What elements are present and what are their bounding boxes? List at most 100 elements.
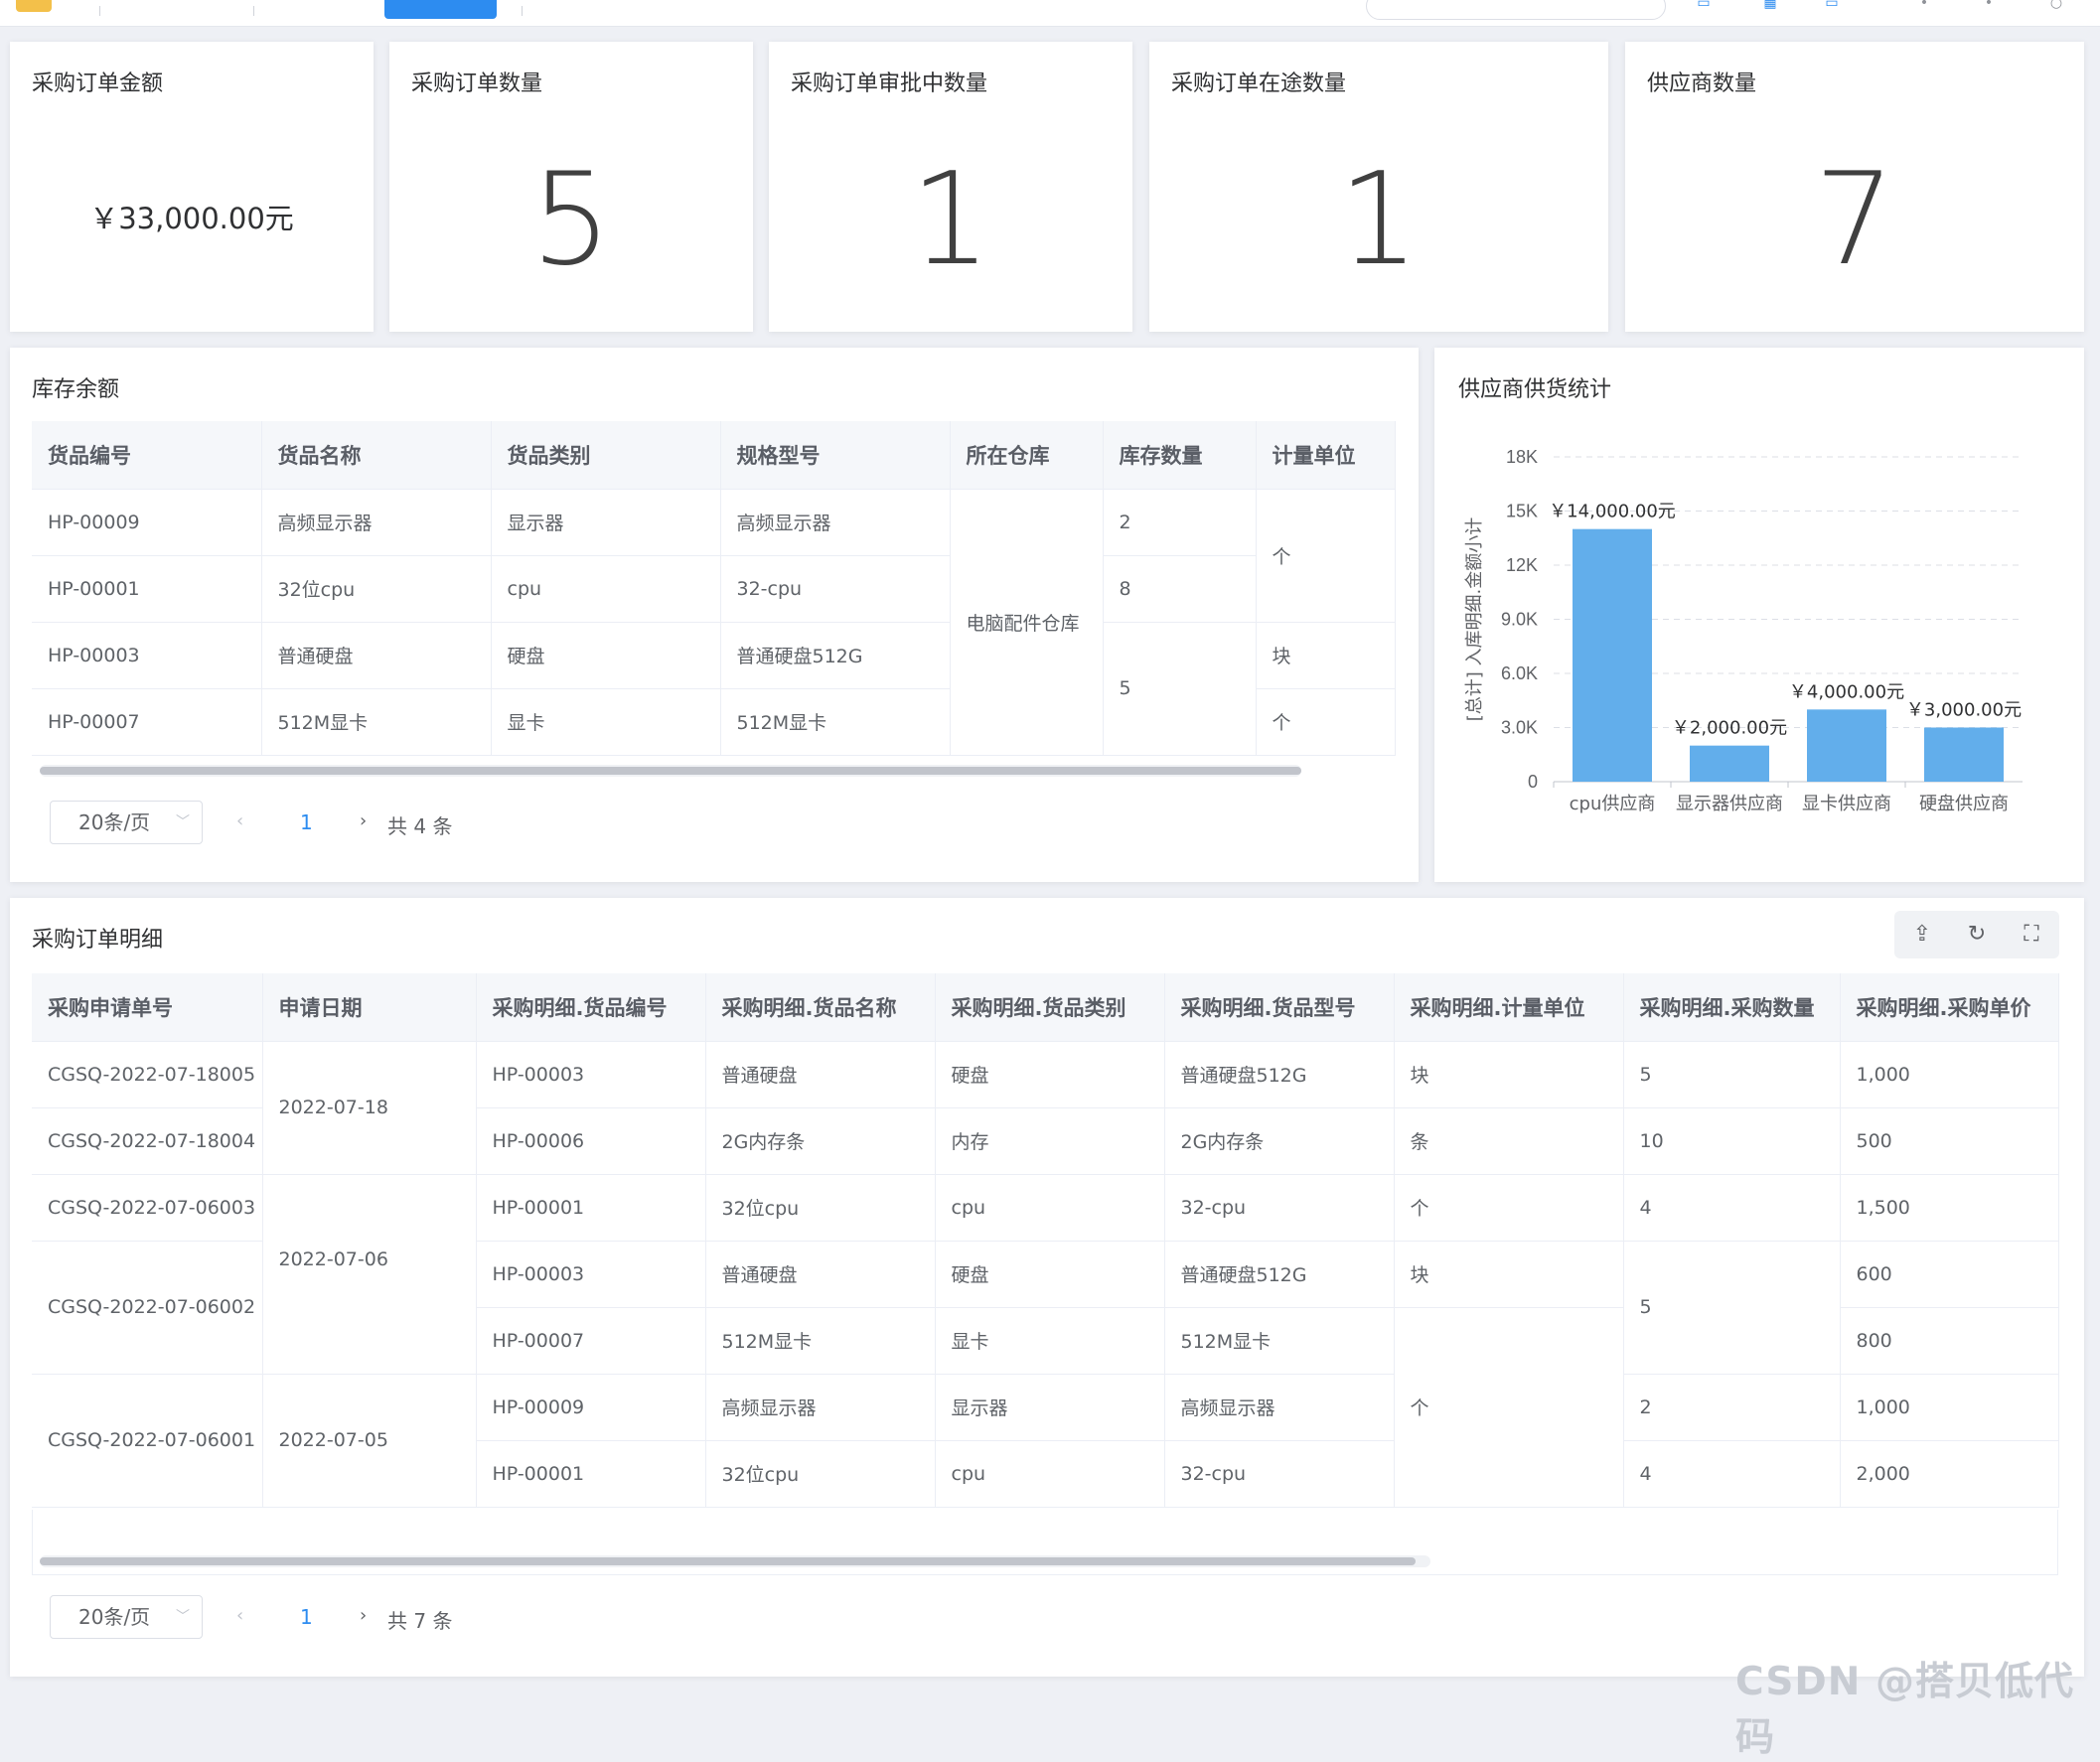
table-row[interactable]: CGSQ-2022-07-06003 2022-07-06 HP-00001 3… (32, 1174, 2059, 1375)
page-size-select[interactable]: 20条/页 ﹀ (50, 1595, 203, 1639)
column-header[interactable]: 计量单位 (1256, 421, 1396, 490)
column-header[interactable]: 采购申请单号 (32, 973, 263, 1042)
bell-icon[interactable]: • (1919, 0, 1929, 11)
table-row[interactable]: CGSQ-2022-07-18005 2022-07-18 HP-00003 普… (32, 1041, 2059, 1175)
chevron-down-icon: ﹀ (176, 1609, 190, 1625)
page-size-select[interactable]: 20条/页 ﹀ (50, 801, 203, 844)
chevron-left-icon[interactable]: ‹ (236, 810, 244, 831)
table-cell: 1,000 (1840, 1374, 2059, 1441)
table-cell: 32位cpu (705, 1440, 936, 1508)
chevron-right-icon[interactable]: › (360, 1605, 368, 1626)
table-cell: 硬盘 (935, 1041, 1165, 1108)
column-header[interactable]: 货品名称 (261, 421, 492, 490)
column-header[interactable]: 申请日期 (262, 973, 477, 1042)
stat-card-in-transit: 采购订单在途数量 1 (1149, 42, 1608, 332)
column-header[interactable]: 货品编号 (32, 421, 262, 490)
active-tab[interactable] (384, 0, 497, 19)
column-header[interactable]: 库存数量 (1103, 421, 1257, 490)
table-cell: 普通硬盘 (705, 1041, 936, 1108)
table-cell: 2,000 (1840, 1440, 2059, 1508)
table-cell: CGSQ-2022-07-18005 (32, 1041, 263, 1108)
table-cell: 内存 (935, 1107, 1165, 1175)
stat-value: 1 (1338, 146, 1420, 294)
table-cell: 600 (1840, 1241, 2059, 1308)
table-row[interactable]: HP-00001 32位cpu cpu 32-cpu 4 2,000 (32, 1440, 2059, 1508)
x-tick-label: 硬盘供应商 (1919, 794, 2009, 814)
chevron-left-icon[interactable]: ‹ (236, 1605, 244, 1626)
data-label: ￥3,000.00元 (1906, 700, 2022, 721)
table-cell: 个 (1394, 1307, 1624, 1508)
table-cell: HP-00009 (476, 1374, 706, 1441)
table-cell: CGSQ-2022-07-06001 (32, 1374, 263, 1508)
column-header[interactable]: 货品类别 (491, 421, 721, 490)
stat-value: 7 (1814, 146, 1895, 294)
app-icon[interactable]: ▭ (1697, 0, 1711, 11)
y-axis-label: [总计] 入库明细.金额小计 (1464, 517, 1485, 722)
table-cell: 2G内存条 (705, 1107, 936, 1175)
scrollbar-thumb[interactable] (40, 1557, 1416, 1565)
table-row[interactable]: HP-00001 32位cpu cpu 32-cpu 8 (32, 555, 1395, 623)
column-header[interactable]: 采购明细.计量单位 (1394, 973, 1624, 1042)
table-cell: 普通硬盘512G (1164, 1041, 1395, 1108)
tab-divider (99, 6, 100, 16)
column-header[interactable]: 所在仓库 (950, 421, 1104, 490)
horizontal-scrollbar[interactable] (40, 765, 1301, 777)
column-header[interactable]: 采购明细.货品名称 (705, 973, 936, 1042)
upload-icon[interactable]: ⇪ (1912, 922, 1932, 947)
scrollbar-thumb[interactable] (40, 767, 1301, 775)
table-cell: CGSQ-2022-07-18004 (32, 1107, 263, 1175)
stat-card-approving: 采购订单审批中数量 1 (769, 42, 1132, 332)
table-row[interactable]: CGSQ-2022-07-06002 HP-00003 普通硬盘 硬盘 普通硬盘… (32, 1241, 2059, 1375)
column-header[interactable]: 采购明细.采购数量 (1623, 973, 1841, 1042)
refresh-icon[interactable]: ↻ (1967, 922, 1987, 947)
table-row[interactable]: HP-00009 高频显示器 显示器 高频显示器 电脑配件仓库 2 个 (32, 489, 1396, 756)
horizontal-scrollbar[interactable] (40, 1555, 1430, 1567)
stat-value: ￥33,000.00元 (89, 202, 294, 235)
column-header[interactable]: 采购明细.货品类别 (935, 973, 1165, 1042)
table-cell: 32-cpu (1164, 1174, 1395, 1242)
page-number[interactable]: 1 (300, 1605, 313, 1629)
table-cell: 2022-07-05 (262, 1374, 477, 1508)
table-row[interactable]: CGSQ-2022-07-18004 HP-00006 2G内存条 内存 2G内… (32, 1107, 2059, 1175)
column-header[interactable]: 采购明细.货品编号 (476, 973, 706, 1042)
table-cell: 高频显示器 (261, 489, 492, 556)
column-header[interactable]: 采购明细.货品型号 (1164, 973, 1395, 1042)
table-cell: 4 (1623, 1440, 1841, 1508)
column-header[interactable]: 规格型号 (720, 421, 951, 490)
panel-title: 采购订单明细 (32, 928, 164, 953)
supplier-bar-chart: 0 3.0K 6.0K 9.0K 12K 15K 18K [总计] 入库明细.金额小计 ￥14,… (1464, 447, 2023, 814)
message-icon[interactable]: ▭ (1825, 0, 1839, 11)
y-tick-label: 6.0K (1501, 663, 1538, 683)
grid-icon[interactable]: ▦ (1763, 0, 1777, 11)
table-cell: 块 (1394, 1241, 1624, 1308)
search-input[interactable] (1366, 0, 1666, 20)
orders-table: 采购申请单号 申请日期 采购明细.货品编号 采购明细.货品名称 采购明细.货品类… (32, 973, 2059, 1508)
user-icon[interactable]: ○ (2049, 0, 2063, 11)
x-tick-label: 显示器供应商 (1676, 794, 1783, 814)
table-toolbar: ⇪ ↻ ⛶ (1894, 911, 2059, 958)
table-cell: HP-00007 (32, 688, 262, 756)
table-cell: 显卡 (491, 688, 721, 756)
question-icon[interactable]: • (1984, 0, 1994, 11)
chevron-right-icon[interactable]: › (360, 810, 368, 831)
table-row[interactable]: HP-00007 512M显卡 显卡 512M显卡 个 800 (32, 1307, 2059, 1508)
stat-card-amount: 采购订单金额 ￥33,000.00元 (10, 42, 374, 332)
table-row[interactable]: HP-00007 512M显卡 显卡 512M显卡 个 (32, 688, 1396, 756)
table-cell: 高频显示器 (1164, 1374, 1395, 1441)
y-tick-label: 3.0K (1501, 718, 1538, 738)
table-cell: 500 (1840, 1107, 2059, 1175)
supplier-chart-panel: 供应商供货统计 0 3.0K 6.0K 9.0K 12K 15K 18K [总计] 入库明细.… (1434, 348, 2084, 882)
stat-label: 采购订单审批中数量 (791, 72, 988, 96)
table-empty-area (32, 1510, 2058, 1575)
table-cell: 8 (1103, 555, 1257, 623)
table-cell: HP-00007 (476, 1307, 706, 1375)
panel-title: 库存余额 (32, 377, 120, 402)
column-header[interactable]: 采购明细.采购单价 (1840, 973, 2059, 1042)
table-row[interactable]: CGSQ-2022-07-06001 2022-07-05 HP-00009 高… (32, 1374, 2059, 1508)
page-number[interactable]: 1 (300, 810, 313, 834)
fullscreen-icon[interactable]: ⛶ (2024, 922, 2039, 947)
table-row[interactable]: HP-00003 普通硬盘 硬盘 普通硬盘512G 5 块 (32, 622, 1396, 756)
stat-value: 5 (530, 146, 612, 294)
table-cell: 1,500 (1840, 1174, 2059, 1242)
table-cell: 电脑配件仓库 (950, 489, 1104, 756)
